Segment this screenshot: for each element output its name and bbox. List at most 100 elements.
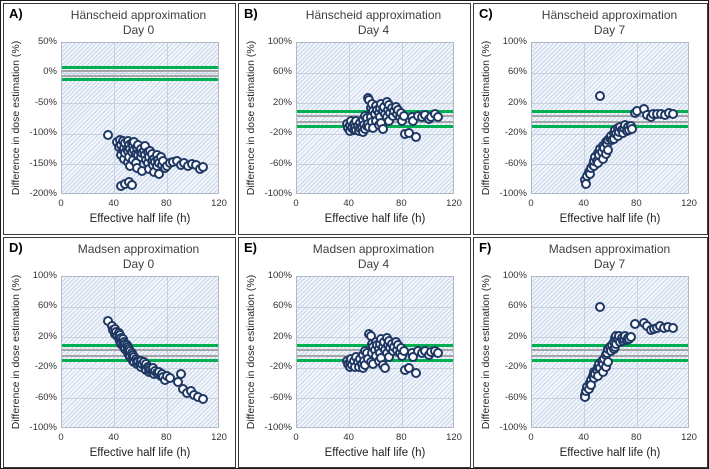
mean-line-upper: [62, 348, 218, 351]
panel-d: D) Madsen approximation Day 0 Difference in…: [3, 237, 236, 468]
x-tick-label: 120: [211, 432, 227, 443]
chart-subtitle: Day 4: [357, 257, 390, 271]
y-tick-label: -100%: [499, 188, 527, 199]
panel-letter: C): [479, 6, 493, 21]
limit-line-upper: [62, 344, 218, 347]
gridline: [532, 306, 688, 308]
x-tick-label: 40: [578, 432, 589, 443]
limit-line-lower: [62, 78, 218, 81]
data-point: [667, 322, 678, 333]
panel-f: F) Madsen approximation Day 7 Difference in…: [473, 237, 708, 468]
data-point: [432, 348, 443, 358]
x-tick-label: 40: [578, 198, 589, 209]
data-point: [197, 162, 208, 173]
y-tick-label: 20%: [507, 330, 527, 342]
x-tick-label: 80: [161, 198, 172, 209]
y-tick-label: -20%: [269, 361, 292, 373]
gridline: [62, 337, 218, 339]
y-tick-label: 60%: [507, 300, 527, 312]
plot-area: [531, 42, 689, 194]
data-point: [432, 112, 443, 123]
x-tick-label: 0: [528, 198, 534, 209]
y-tick-label: 60%: [507, 66, 527, 78]
chart-title: Hänscheid approximation: [305, 8, 442, 22]
data-point: [380, 363, 391, 374]
x-tick-label: 0: [293, 432, 299, 443]
limit-line-upper: [532, 110, 688, 113]
data-point: [595, 302, 606, 313]
x-axis-title: Effective half life (h): [324, 213, 426, 225]
y-tick-label: -100%: [499, 422, 527, 433]
gridline: [62, 306, 218, 308]
x-axis-title: Effective half life (h): [89, 447, 191, 459]
x-tick-label: 40: [343, 198, 354, 209]
plot-area: [296, 276, 454, 428]
chart-title-block: Madsen approximation Day 0: [46, 242, 231, 272]
gridline: [532, 398, 688, 400]
x-tick-label: 120: [446, 198, 462, 209]
data-point: [410, 132, 421, 143]
y-tick-label: 100%: [267, 36, 292, 47]
x-tick-label: 80: [631, 198, 642, 209]
x-tick-label: 120: [681, 198, 697, 209]
x-axis-title: Effective half life (h): [324, 447, 426, 459]
chart-title: Madsen approximation: [548, 242, 671, 256]
data-point: [407, 116, 418, 127]
data-point: [407, 351, 418, 362]
chart-subtitle: Day 0: [122, 257, 155, 271]
x-axis-title: Effective half life (h): [559, 213, 661, 225]
gridline: [62, 103, 218, 105]
gridline: [297, 306, 453, 308]
mean-line-upper: [532, 114, 688, 117]
y-tick-label: -20%: [504, 361, 527, 373]
data-point: [667, 108, 678, 119]
x-tick-label: 0: [528, 432, 534, 443]
x-tick-label: 40: [343, 432, 354, 443]
chart-title: Hänscheid approximation: [541, 8, 678, 22]
chart-title-block: Madsen approximation Day 7: [516, 242, 703, 272]
mean-line-lower: [62, 74, 218, 77]
data-point: [126, 179, 137, 190]
y-tick-label: -20%: [34, 361, 57, 373]
x-tick-label: 80: [161, 432, 172, 443]
x-tick-label: 0: [58, 432, 64, 443]
chart-title: Madsen approximation: [312, 242, 435, 256]
y-tick-label: 60%: [272, 300, 292, 312]
mean-line-upper: [62, 69, 218, 72]
data-point: [175, 369, 186, 380]
plot-area: [61, 42, 219, 194]
y-tick-label: -20%: [269, 127, 292, 139]
gridline: [166, 43, 168, 193]
y-tick-label: -100%: [264, 188, 292, 199]
panel-letter: B): [244, 6, 258, 21]
y-tick-label: 20%: [37, 330, 57, 342]
gridline: [114, 43, 116, 193]
gridline: [297, 72, 453, 74]
gridline: [62, 72, 218, 74]
data-point: [410, 367, 421, 378]
gridline: [532, 72, 688, 74]
data-point: [603, 357, 614, 368]
y-tick-label: -60%: [504, 157, 527, 169]
gridline: [297, 133, 453, 135]
gridline: [532, 103, 688, 105]
x-tick-label: 120: [446, 432, 462, 443]
chart-title-block: Hänscheid approximation Day 0: [46, 8, 231, 38]
x-tick-label: 40: [108, 432, 119, 443]
gridline: [584, 277, 586, 427]
y-tick-label: 100%: [267, 270, 292, 281]
data-point: [377, 123, 388, 134]
limit-line-upper: [62, 66, 218, 69]
gridline: [62, 133, 218, 135]
panel-letter: A): [9, 6, 23, 21]
y-tick-label: 60%: [272, 66, 292, 78]
panel-b: B) Hänscheid approximation Day 4 Difference…: [238, 3, 471, 235]
y-tick-label: 20%: [507, 96, 527, 108]
y-tick-label: 50%: [37, 36, 57, 47]
plot-area: [296, 42, 454, 194]
chart-title-block: Hänscheid approximation Day 7: [516, 8, 703, 38]
panel-a: A) Hänscheid approximation Day 0 Difference…: [3, 3, 236, 235]
gridline: [636, 43, 638, 193]
data-point: [197, 393, 208, 404]
